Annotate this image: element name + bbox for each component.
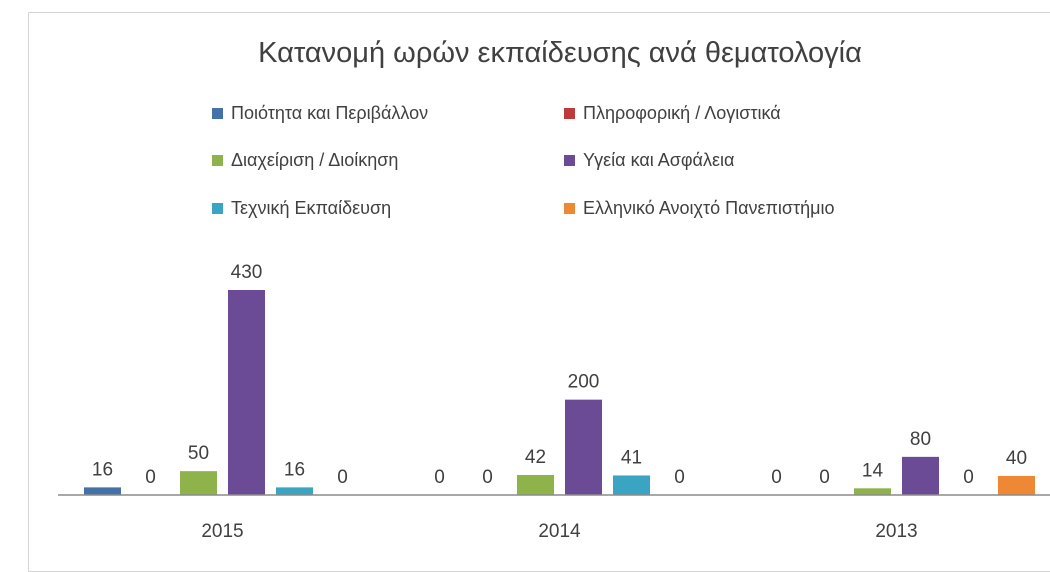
legend-swatch bbox=[212, 203, 223, 214]
legend-label: Τεχνική Εκπαίδευση bbox=[231, 198, 392, 218]
legend-swatch bbox=[212, 108, 223, 119]
legend-swatch bbox=[212, 155, 223, 166]
legend-label: Υγεία και Ασφάλεια bbox=[583, 150, 735, 170]
legend-item: Διαχείριση / Διοίκηση bbox=[212, 150, 398, 171]
legend-label: Πληροφορική / Λογιστικά bbox=[583, 103, 781, 123]
legend-label: Ελληνικό Ανοιχτό Πανεπιστήμιο bbox=[583, 198, 835, 218]
legend-label: Ποιότητα και Περιβάλλον bbox=[231, 103, 429, 123]
legend-item: Υγεία και Ασφάλεια bbox=[564, 150, 734, 171]
legend-item: Ποιότητα και Περιβάλλον bbox=[212, 103, 428, 124]
legend-swatch bbox=[564, 155, 575, 166]
legend-item: Πληροφορική / Λογιστικά bbox=[564, 103, 781, 124]
chart-title: Κατανομή ωρών εκπαίδευσης ανά θεματολογί… bbox=[258, 37, 862, 69]
legend-item: Ελληνικό Ανοιχτό Πανεπιστήμιο bbox=[564, 198, 835, 219]
legend-label: Διαχείριση / Διοίκηση bbox=[231, 150, 399, 170]
chart-frame bbox=[28, 12, 1050, 572]
legend-item: Τεχνική Εκπαίδευση bbox=[212, 198, 391, 219]
legend-swatch bbox=[564, 203, 575, 214]
legend-swatch bbox=[564, 108, 575, 119]
